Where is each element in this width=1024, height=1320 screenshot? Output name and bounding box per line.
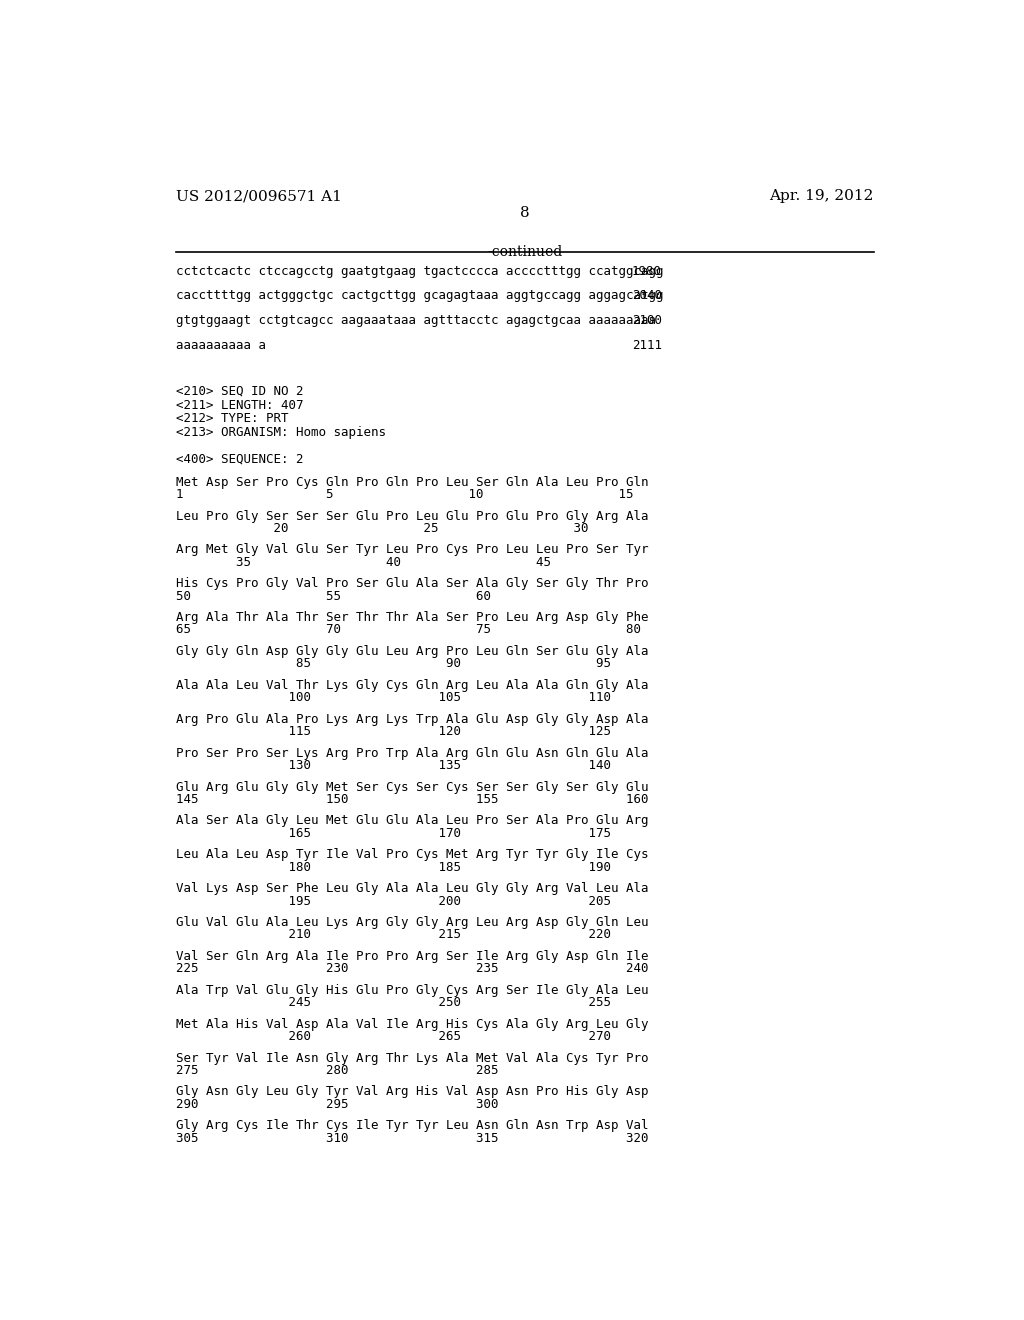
Text: 2100: 2100 (632, 314, 662, 327)
Text: caccttttgg actgggctgc cactgcttgg gcagagtaaa aggtgccagg aggagcatgg: caccttttgg actgggctgc cactgcttgg gcagagt… (176, 289, 664, 302)
Text: Met Asp Ser Pro Cys Gln Pro Gln Pro Leu Ser Gln Ala Leu Pro Gln: Met Asp Ser Pro Cys Gln Pro Gln Pro Leu … (176, 475, 648, 488)
Text: 35                  40                  45: 35 40 45 (176, 556, 551, 569)
Text: <210> SEQ ID NO 2: <210> SEQ ID NO 2 (176, 385, 303, 397)
Text: 85                  90                  95: 85 90 95 (176, 657, 611, 671)
Text: 225                 230                 235                 240: 225 230 235 240 (176, 962, 648, 975)
Text: 165                 170                 175: 165 170 175 (176, 826, 611, 840)
Text: 275                 280                 285: 275 280 285 (176, 1064, 499, 1077)
Text: <213> ORGANISM: Homo sapiens: <213> ORGANISM: Homo sapiens (176, 426, 386, 440)
Text: 20                  25                  30: 20 25 30 (176, 521, 589, 535)
Text: Gly Asn Gly Leu Gly Tyr Val Arg His Val Asp Asn Pro His Gly Asp: Gly Asn Gly Leu Gly Tyr Val Arg His Val … (176, 1085, 648, 1098)
Text: 115                 120                 125: 115 120 125 (176, 725, 611, 738)
Text: Apr. 19, 2012: Apr. 19, 2012 (769, 189, 873, 203)
Text: 8: 8 (520, 206, 529, 220)
Text: 195                 200                 205: 195 200 205 (176, 895, 611, 908)
Text: Ser Tyr Val Ile Asn Gly Arg Thr Lys Ala Met Val Ala Cys Tyr Pro: Ser Tyr Val Ile Asn Gly Arg Thr Lys Ala … (176, 1052, 648, 1065)
Text: 130                 135                 140: 130 135 140 (176, 759, 611, 772)
Text: Glu Val Glu Ala Leu Lys Arg Gly Gly Arg Leu Arg Asp Gly Gln Leu: Glu Val Glu Ala Leu Lys Arg Gly Gly Arg … (176, 916, 648, 929)
Text: Leu Pro Gly Ser Ser Ser Glu Pro Leu Glu Pro Glu Pro Gly Arg Ala: Leu Pro Gly Ser Ser Ser Glu Pro Leu Glu … (176, 510, 648, 523)
Text: 1980: 1980 (632, 264, 662, 277)
Text: His Cys Pro Gly Val Pro Ser Glu Ala Ser Ala Gly Ser Gly Thr Pro: His Cys Pro Gly Val Pro Ser Glu Ala Ser … (176, 577, 648, 590)
Text: gtgtggaagt cctgtcagcc aagaaataaa agtttacctc agagctgcaa aaaaaaaaa: gtgtggaagt cctgtcagcc aagaaataaa agtttac… (176, 314, 656, 327)
Text: Ala Ser Ala Gly Leu Met Glu Glu Ala Leu Pro Ser Ala Pro Glu Arg: Ala Ser Ala Gly Leu Met Glu Glu Ala Leu … (176, 814, 648, 828)
Text: <212> TYPE: PRT: <212> TYPE: PRT (176, 412, 289, 425)
Text: 210                 215                 220: 210 215 220 (176, 928, 611, 941)
Text: cctctcactc ctccagcctg gaatgtgaag tgactcccca acccctttgg ccatggcagg: cctctcactc ctccagcctg gaatgtgaag tgactcc… (176, 264, 664, 277)
Text: US 2012/0096571 A1: US 2012/0096571 A1 (176, 189, 342, 203)
Text: 290                 295                 300: 290 295 300 (176, 1098, 499, 1111)
Text: Arg Met Gly Val Glu Ser Tyr Leu Pro Cys Pro Leu Leu Pro Ser Tyr: Arg Met Gly Val Glu Ser Tyr Leu Pro Cys … (176, 544, 648, 557)
Text: <211> LENGTH: 407: <211> LENGTH: 407 (176, 399, 303, 412)
Text: Val Ser Gln Arg Ala Ile Pro Pro Arg Ser Ile Arg Gly Asp Gln Ile: Val Ser Gln Arg Ala Ile Pro Pro Arg Ser … (176, 950, 648, 964)
Text: 245                 250                 255: 245 250 255 (176, 997, 611, 1010)
Text: 2111: 2111 (632, 339, 662, 351)
Text: 145                 150                 155                 160: 145 150 155 160 (176, 793, 648, 807)
Text: Val Lys Asp Ser Phe Leu Gly Ala Ala Leu Gly Gly Arg Val Leu Ala: Val Lys Asp Ser Phe Leu Gly Ala Ala Leu … (176, 882, 648, 895)
Text: -continued: -continued (487, 244, 562, 259)
Text: Ala Trp Val Glu Gly His Glu Pro Gly Cys Arg Ser Ile Gly Ala Leu: Ala Trp Val Glu Gly His Glu Pro Gly Cys … (176, 983, 648, 997)
Text: 2040: 2040 (632, 289, 662, 302)
Text: Met Ala His Val Asp Ala Val Ile Arg His Cys Ala Gly Arg Leu Gly: Met Ala His Val Asp Ala Val Ile Arg His … (176, 1018, 648, 1031)
Text: Ala Ala Leu Val Thr Lys Gly Cys Gln Arg Leu Ala Ala Gln Gly Ala: Ala Ala Leu Val Thr Lys Gly Cys Gln Arg … (176, 678, 648, 692)
Text: 65                  70                  75                  80: 65 70 75 80 (176, 623, 641, 636)
Text: Leu Ala Leu Asp Tyr Ile Val Pro Cys Met Arg Tyr Tyr Gly Ile Cys: Leu Ala Leu Asp Tyr Ile Val Pro Cys Met … (176, 849, 648, 862)
Text: Gly Arg Cys Ile Thr Cys Ile Tyr Tyr Leu Asn Gln Asn Trp Asp Val: Gly Arg Cys Ile Thr Cys Ile Tyr Tyr Leu … (176, 1119, 648, 1133)
Text: <400> SEQUENCE: 2: <400> SEQUENCE: 2 (176, 453, 303, 466)
Text: 1                   5                  10                  15: 1 5 10 15 (176, 488, 634, 502)
Text: 180                 185                 190: 180 185 190 (176, 861, 611, 874)
Text: Arg Pro Glu Ala Pro Lys Arg Lys Trp Ala Glu Asp Gly Gly Asp Ala: Arg Pro Glu Ala Pro Lys Arg Lys Trp Ala … (176, 713, 648, 726)
Text: Arg Ala Thr Ala Thr Ser Thr Thr Ala Ser Pro Leu Arg Asp Gly Phe: Arg Ala Thr Ala Thr Ser Thr Thr Ala Ser … (176, 611, 648, 624)
Text: aaaaaaaaaa a: aaaaaaaaaa a (176, 339, 266, 351)
Text: 100                 105                 110: 100 105 110 (176, 692, 611, 705)
Text: 260                 265                 270: 260 265 270 (176, 1030, 611, 1043)
Text: Glu Arg Glu Gly Gly Met Ser Cys Ser Cys Ser Ser Gly Ser Gly Glu: Glu Arg Glu Gly Gly Met Ser Cys Ser Cys … (176, 780, 648, 793)
Text: Gly Gly Gln Asp Gly Gly Glu Leu Arg Pro Leu Gln Ser Glu Gly Ala: Gly Gly Gln Asp Gly Gly Glu Leu Arg Pro … (176, 645, 648, 659)
Text: 50                  55                  60: 50 55 60 (176, 590, 492, 603)
Text: 305                 310                 315                 320: 305 310 315 320 (176, 1131, 648, 1144)
Text: Pro Ser Pro Ser Lys Arg Pro Trp Ala Arg Gln Glu Asn Gln Glu Ala: Pro Ser Pro Ser Lys Arg Pro Trp Ala Arg … (176, 747, 648, 760)
